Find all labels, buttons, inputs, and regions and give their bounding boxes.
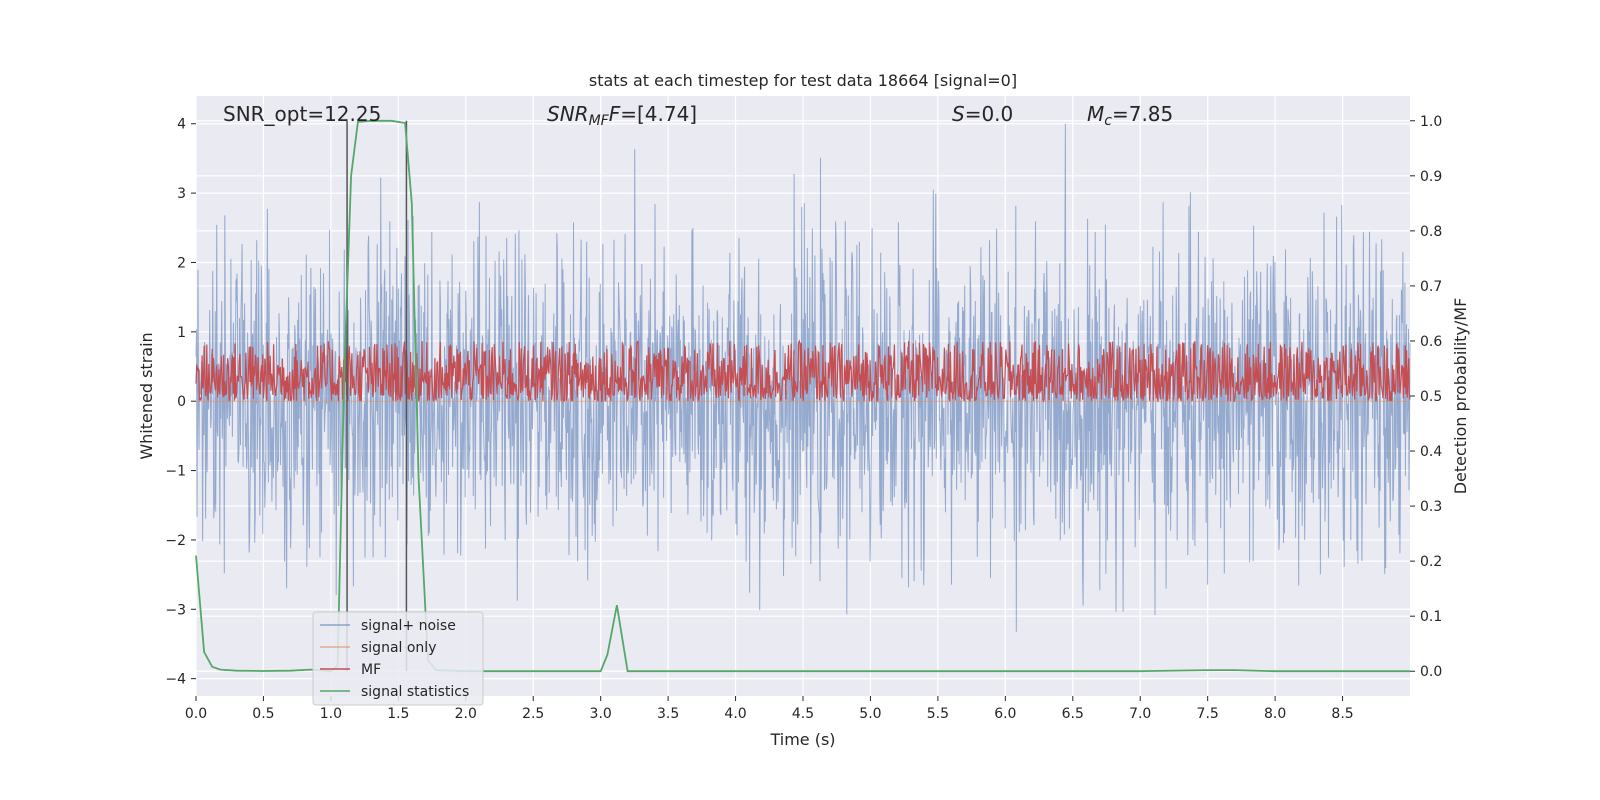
y-tick-label-right: 1.0 [1420,114,1442,130]
annotation-mc-value: =7.85 [1112,102,1173,126]
annotation-mc: Mc=7.85 [1087,102,1173,129]
x-tick-label: 7.0 [1129,706,1151,722]
y-axis-label-right: Detection probability/MF [1451,298,1470,495]
y-tick-label-left: −4 [165,672,186,688]
y-tick-label-right: 0.8 [1420,224,1442,240]
x-tick-label: 1.5 [387,706,409,722]
y-tick-label-left: −2 [165,533,186,549]
annotation-mc-sub: c [1104,113,1112,129]
y-tick-label-left: 2 [177,255,186,271]
y-tick-label-right: 0.6 [1420,334,1442,350]
x-axis-label: Time (s) [769,730,835,749]
y-tick-label-left: 1 [177,325,186,341]
annotation-snr-mf-f: F [609,102,621,126]
annotation-snr-opt: SNR_opt=12.25 [223,102,381,126]
x-tick-label: 4.0 [724,706,746,722]
x-tick-label: 2.0 [455,706,477,722]
ticks: 0.0 0.5 1.0 1.5 2.0 2.5 3.0 3.5 4.0 4.5 5.0 5.5 6.0 6… [165,114,1442,722]
legend-label-mf: MF [361,662,381,678]
y-tick-label-left: −3 [165,602,186,618]
y-tick-label-right: 0.7 [1420,279,1442,295]
annotation-snr-mf-sub: MF [589,113,610,129]
legend-box [312,611,484,706]
x-tick-label: 3.5 [657,706,679,722]
legend-label-signal-noise: signal+ noise [361,618,456,634]
x-tick-label: 4.5 [792,706,814,722]
mf-series [195,339,1411,404]
x-tick-label: 0.0 [185,706,207,722]
vertical-markers [346,120,408,672]
annotation-s-value: =0.0 [965,102,1014,126]
mf-line [195,339,1411,404]
y-tick-label-right: 0.9 [1420,169,1442,185]
legend-label-signal-statistics: signal statistics [361,684,469,700]
x-tick-label: 8.0 [1264,706,1286,722]
x-tick-label: 5.0 [859,706,881,722]
annotation-s-main: S [952,102,965,126]
x-tick-label: 5.5 [927,706,949,722]
y-tick-label-right: 0.3 [1420,499,1442,515]
annotation-mc-main: M [1087,102,1104,126]
x-tick-label: 1.0 [320,706,342,722]
y-tick-label-left: −1 [165,464,186,480]
x-tick-label: 2.5 [522,706,544,722]
y-tick-label-right: 0.0 [1420,664,1442,680]
x-tick-label: 7.5 [1197,706,1219,722]
y-tick-label-left: 3 [177,186,186,202]
annotation-snr-mf-value: =[4.74] [620,102,697,126]
y-tick-label-left: 0 [177,394,186,410]
legend: signal+ noise signal only MF signal stat… [312,611,484,706]
chart-title: stats at each timestep for test data 186… [589,71,1017,90]
y-tick-label-left: 4 [177,117,186,133]
y-tick-label-right: 0.5 [1420,389,1442,405]
x-tick-label: 3.0 [590,706,612,722]
x-tick-label: 0.5 [252,706,274,722]
y-tick-label-right: 0.1 [1420,609,1442,625]
x-tick-label: 6.5 [1062,706,1084,722]
y-axis-label-left: Whitened strain [137,332,156,459]
x-tick-label: 8.5 [1331,706,1353,722]
annotation-s: S=0.0 [952,102,1013,126]
y-tick-label-right: 0.4 [1420,444,1442,460]
x-tick-label: 6.0 [994,706,1016,722]
annotation-snr-mf-main: SNR [547,102,589,126]
y-tick-label-right: 0.2 [1420,554,1442,570]
legend-label-signal-only: signal only [361,640,436,656]
annotation-snr-mf: SNRMFF=[4.74] [547,102,697,129]
